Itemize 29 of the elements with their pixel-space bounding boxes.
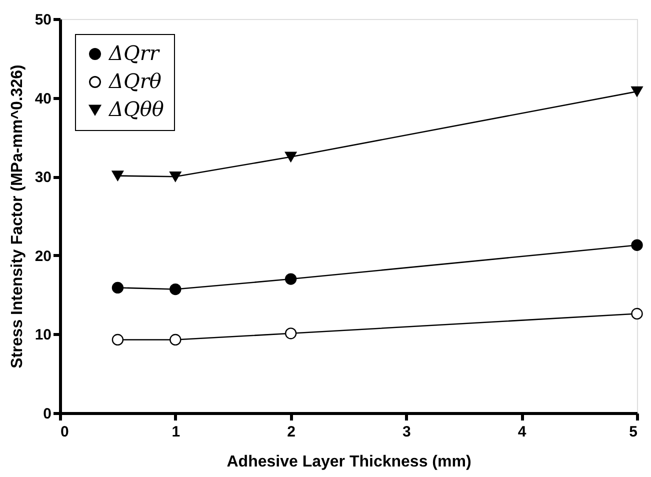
y-tick-label: 0 xyxy=(43,406,52,422)
point xyxy=(284,328,297,340)
x-tick-label: 4 xyxy=(518,424,527,440)
point xyxy=(170,283,182,296)
legend-label: ΔQθθ xyxy=(108,97,164,121)
point xyxy=(112,170,124,181)
y-axis-title: Stress Intensity Factor (MPa-mm^0.326) xyxy=(8,64,26,368)
point xyxy=(112,282,124,294)
x-tick-label: 2 xyxy=(287,424,296,440)
x-tick-label: 3 xyxy=(402,424,411,440)
x-tick-label: 5 xyxy=(629,424,638,440)
point xyxy=(631,86,643,97)
point xyxy=(170,171,182,182)
point xyxy=(631,308,643,320)
y-tick-label: 20 xyxy=(34,248,52,265)
x-axis-title: Adhesive Layer Thickness (mm) xyxy=(226,454,472,470)
legend-label: ΔQrr xyxy=(108,41,160,65)
y-tick-label: 10 xyxy=(34,326,52,344)
y-tick-label: 40 xyxy=(34,90,52,108)
y-tick-label: 30 xyxy=(34,169,52,186)
point xyxy=(631,239,643,251)
point xyxy=(112,334,124,346)
x-tick-label: 1 xyxy=(172,424,180,440)
legend-label: ΔQrθ xyxy=(108,69,162,93)
point xyxy=(170,334,182,346)
y-tick-label: 50 xyxy=(34,12,52,28)
point xyxy=(284,152,297,162)
x-tick-label: 0 xyxy=(60,424,69,440)
point xyxy=(284,273,297,285)
